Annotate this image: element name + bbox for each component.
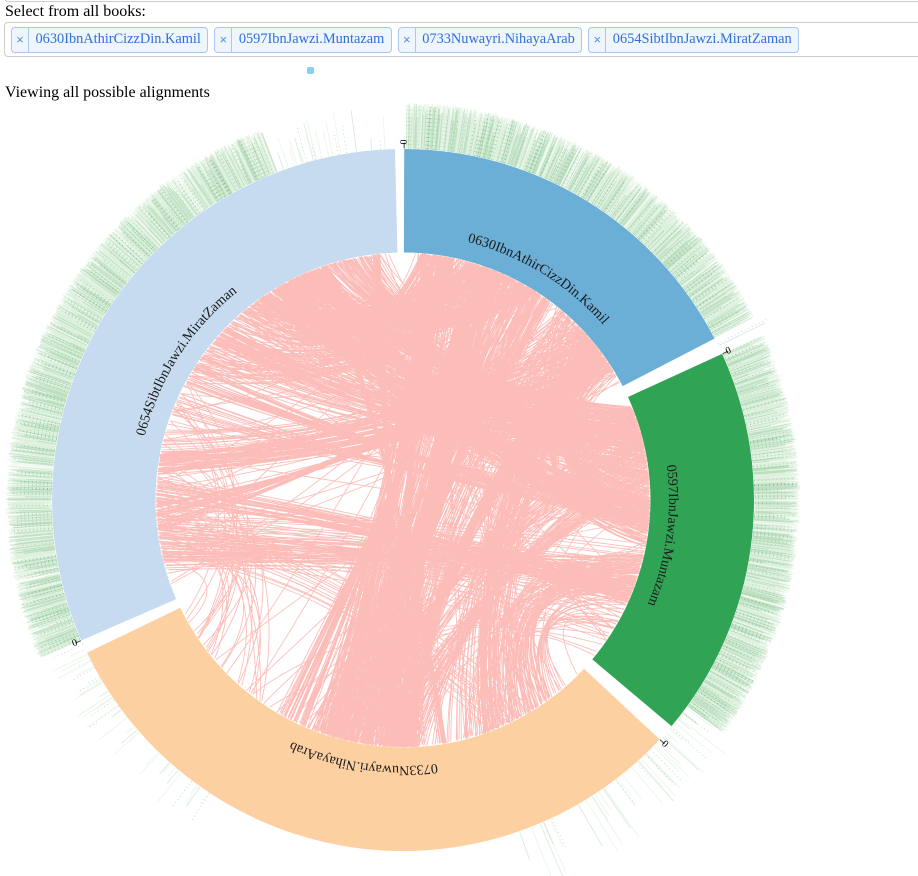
svg-text:0: 0	[724, 345, 733, 357]
svg-text:0: 0	[399, 139, 410, 144]
svg-text:0: 0	[659, 738, 670, 749]
svg-text:0: 0	[70, 637, 79, 649]
